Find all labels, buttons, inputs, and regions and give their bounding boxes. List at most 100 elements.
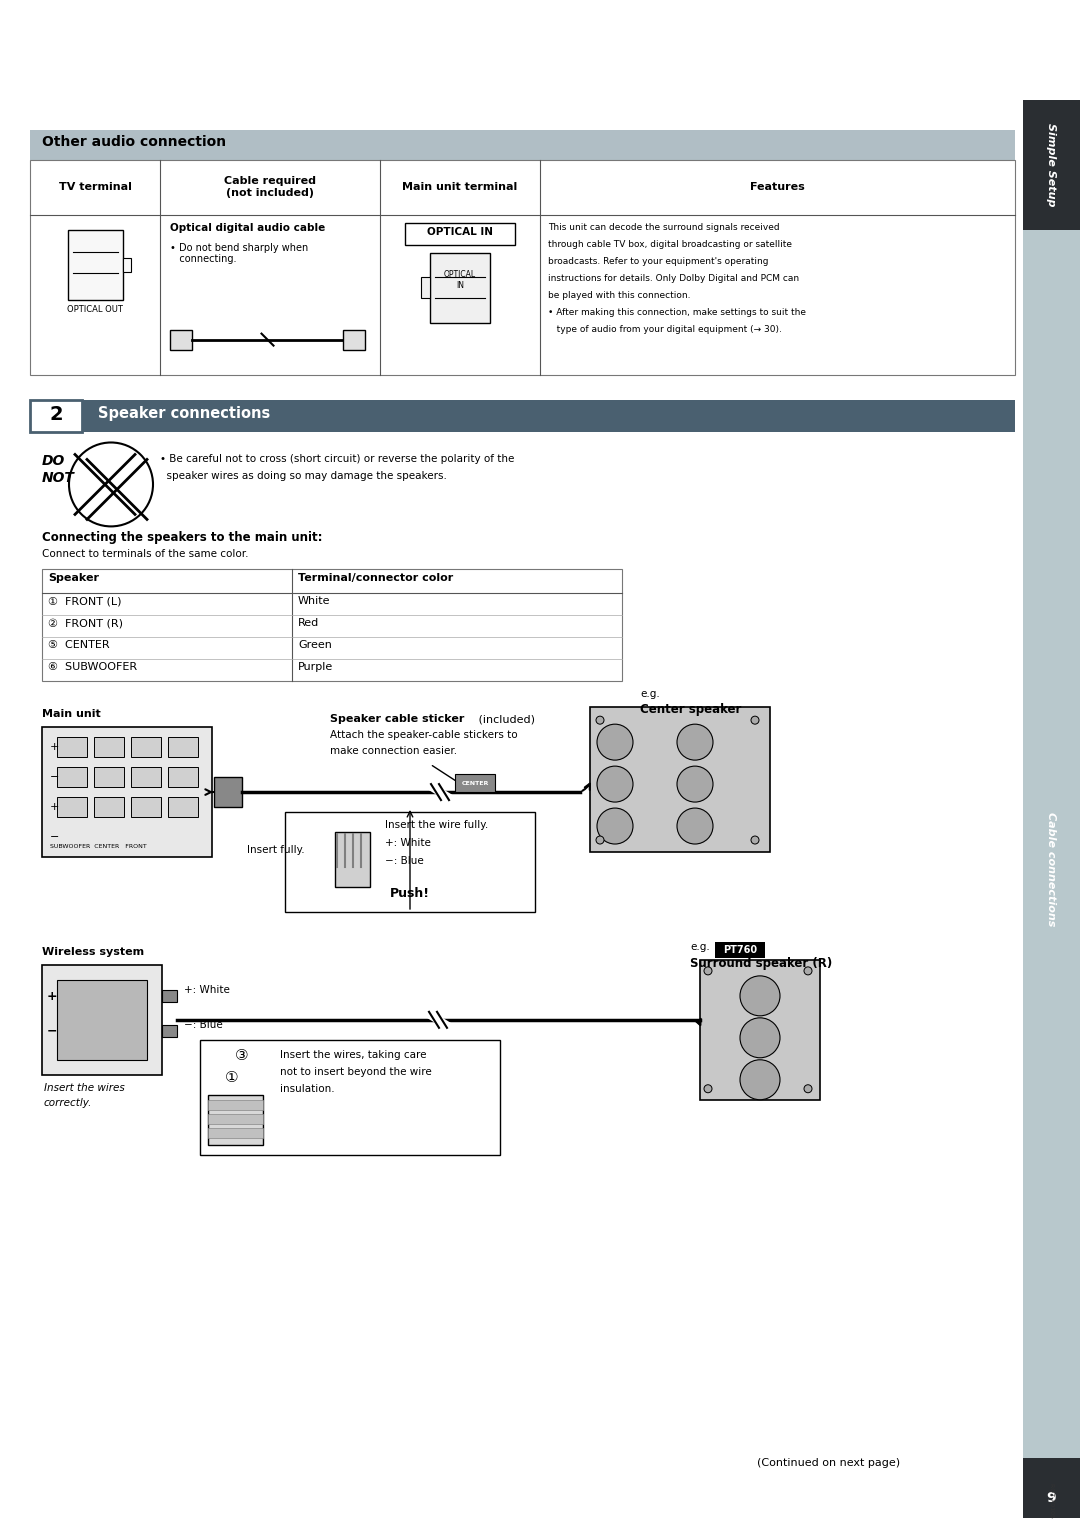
Text: type of audio from your digital equipment (→ 30).: type of audio from your digital equipmen… — [548, 324, 782, 333]
Bar — [208, 1100, 264, 1109]
Text: make connection easier.: make connection easier. — [330, 746, 457, 756]
Text: Connect to terminals of the same color.: Connect to terminals of the same color. — [42, 550, 248, 559]
Bar — [168, 736, 198, 758]
Circle shape — [597, 766, 633, 802]
Text: ②: ② — [249, 1100, 264, 1115]
Bar — [30, 399, 82, 431]
Circle shape — [751, 836, 759, 843]
Bar — [1023, 1458, 1080, 1519]
Text: Insert fully.: Insert fully. — [247, 845, 305, 856]
Bar — [42, 570, 622, 593]
Bar — [94, 798, 124, 817]
Bar — [430, 252, 490, 322]
Text: Main unit: Main unit — [42, 709, 100, 720]
Text: CENTER: CENTER — [461, 781, 488, 785]
Circle shape — [596, 836, 604, 843]
Text: TV terminal: TV terminal — [58, 182, 132, 193]
Bar — [200, 1039, 500, 1155]
Text: PT760: PT760 — [723, 944, 757, 955]
Text: 9: 9 — [1047, 1491, 1056, 1505]
Bar — [162, 1025, 177, 1038]
Bar — [1023, 99, 1080, 1478]
Text: White: White — [298, 596, 330, 607]
Text: +: White: +: White — [184, 986, 230, 995]
Bar — [131, 798, 161, 817]
Text: Wireless system: Wireless system — [42, 947, 144, 957]
Text: SUBWOOFER  CENTER   FRONT: SUBWOOFER CENTER FRONT — [50, 843, 147, 850]
Bar — [343, 330, 365, 350]
Circle shape — [740, 976, 780, 1016]
Bar — [335, 833, 370, 886]
Bar — [455, 775, 495, 792]
Text: OPTICAL IN: OPTICAL IN — [427, 226, 492, 237]
Bar — [208, 1094, 264, 1144]
Bar — [168, 767, 198, 787]
Text: Attach the speaker-cable stickers to: Attach the speaker-cable stickers to — [330, 730, 517, 740]
Text: not to insert beyond the wire: not to insert beyond the wire — [280, 1067, 432, 1077]
Bar — [42, 570, 622, 681]
Text: +: + — [50, 802, 59, 811]
Text: OPTICAL
IN: OPTICAL IN — [444, 270, 476, 290]
Text: • After making this connection, make settings to suit the: • After making this connection, make set… — [548, 307, 806, 316]
Circle shape — [704, 967, 712, 975]
Text: −: − — [50, 833, 59, 842]
Text: Cable connections: Cable connections — [1047, 811, 1056, 926]
Text: (Continued on next page): (Continued on next page) — [757, 1458, 900, 1468]
Circle shape — [677, 808, 713, 843]
Text: RQT X0105: RQT X0105 — [1049, 1484, 1054, 1519]
Bar — [122, 258, 131, 272]
Text: NOT: NOT — [42, 472, 75, 486]
Text: DO: DO — [42, 454, 65, 469]
Bar — [168, 798, 198, 817]
Text: +: White: +: White — [384, 837, 431, 848]
Text: −: Blue: −: Blue — [384, 856, 423, 866]
Text: broadcasts. Refer to your equipment's operating: broadcasts. Refer to your equipment's op… — [548, 257, 769, 266]
Text: be played with this connection.: be played with this connection. — [548, 290, 690, 299]
Bar — [94, 736, 124, 758]
Text: Center speaker: Center speaker — [640, 703, 741, 717]
Bar — [57, 979, 147, 1060]
Bar — [208, 1128, 264, 1138]
Text: −: − — [50, 772, 59, 782]
Text: (included): (included) — [475, 714, 535, 724]
Text: ①: ① — [225, 1070, 239, 1085]
Bar — [208, 1114, 264, 1123]
Text: ②  FRONT (R): ② FRONT (R) — [48, 619, 123, 628]
Circle shape — [677, 766, 713, 802]
Text: ⑥  SUBWOOFER: ⑥ SUBWOOFER — [48, 662, 137, 672]
Circle shape — [677, 724, 713, 759]
Bar — [1023, 99, 1080, 229]
Bar — [1023, 99, 1080, 229]
Text: Optical digital audio cable: Optical digital audio cable — [170, 223, 325, 232]
Circle shape — [704, 1085, 712, 1093]
Bar — [42, 964, 162, 1074]
Text: Speaker connections: Speaker connections — [98, 405, 270, 420]
Text: instructions for details. Only Dolby Digital and PCM can: instructions for details. Only Dolby Dig… — [548, 274, 799, 283]
Bar — [715, 941, 765, 958]
Text: Main unit terminal: Main unit terminal — [403, 182, 517, 193]
Circle shape — [740, 1060, 780, 1100]
Text: 2: 2 — [50, 405, 63, 423]
Text: ⑤  CENTER: ⑤ CENTER — [48, 640, 110, 651]
Circle shape — [804, 967, 812, 975]
Bar — [30, 160, 1015, 215]
Text: • Do not bend sharply when
   connecting.: • Do not bend sharply when connecting. — [170, 243, 308, 264]
Text: Features: Features — [751, 182, 805, 193]
Bar — [67, 229, 122, 299]
Circle shape — [804, 1085, 812, 1093]
Text: Cable required
(not included): Cable required (not included) — [224, 176, 316, 199]
Bar — [162, 990, 177, 1002]
Bar — [700, 960, 820, 1100]
Bar — [57, 798, 87, 817]
Bar — [30, 160, 1015, 374]
Text: through cable TV box, digital broadcasting or satellite: through cable TV box, digital broadcasti… — [548, 240, 792, 249]
Text: • Be careful not to cross (short circuit) or reverse the polarity of the: • Be careful not to cross (short circuit… — [160, 454, 514, 465]
Text: Purple: Purple — [298, 662, 334, 672]
Bar — [42, 727, 212, 857]
Text: Other audio connection: Other audio connection — [42, 134, 226, 148]
Text: OPTICAL OUT: OPTICAL OUT — [67, 304, 123, 313]
Circle shape — [597, 808, 633, 843]
Circle shape — [740, 1018, 780, 1057]
Bar — [170, 330, 192, 350]
Bar — [57, 736, 87, 758]
